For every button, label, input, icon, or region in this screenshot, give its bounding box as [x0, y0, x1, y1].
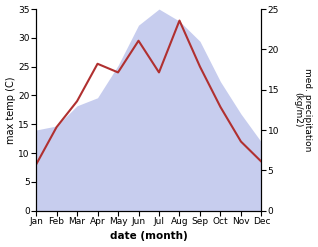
X-axis label: date (month): date (month)	[110, 231, 188, 242]
Y-axis label: med. precipitation
(kg/m2): med. precipitation (kg/m2)	[293, 68, 313, 152]
Y-axis label: max temp (C): max temp (C)	[5, 76, 16, 144]
